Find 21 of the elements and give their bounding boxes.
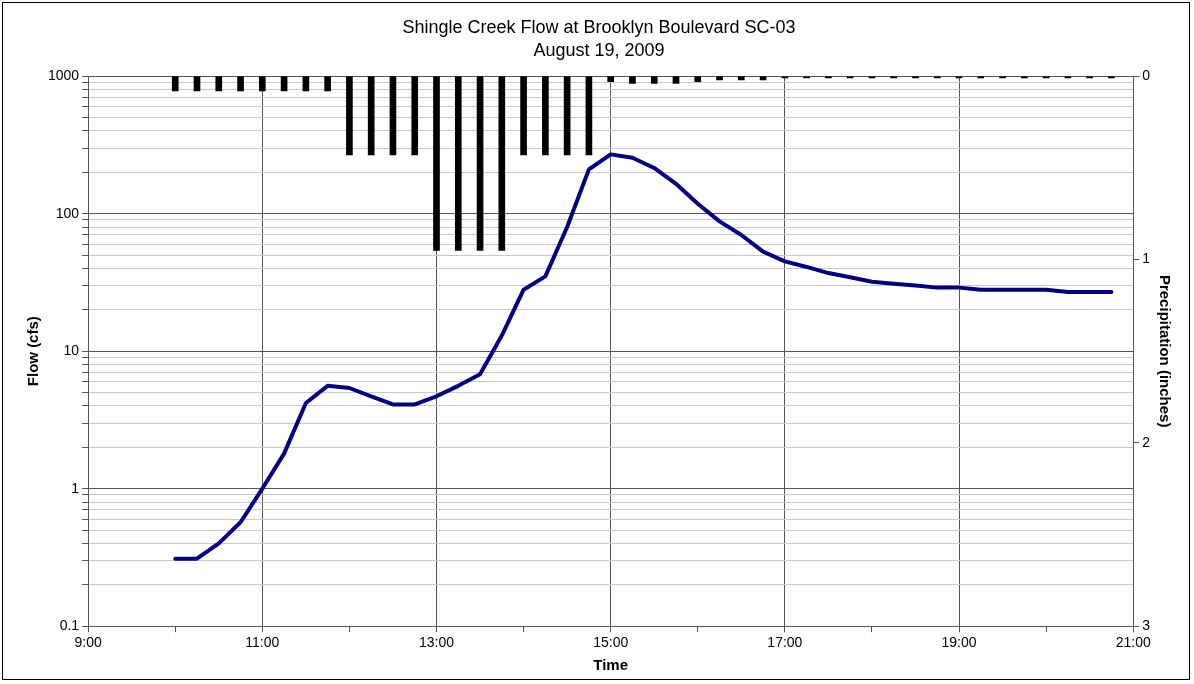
x-tick-label: 13:00 [418,634,455,651]
chart-title: Shingle Creek Flow at Brooklyn Boulevard SC-03 [402,16,796,37]
y-tick-label: 1 [71,479,80,496]
x-tick-label: 15:00 [593,634,629,651]
x-tick-label: 9:00 [74,634,102,651]
y-tick-label: 0.1 [59,617,80,634]
y2-tick-label: 3 [1142,617,1151,634]
y2-tick-label: 0 [1142,67,1151,84]
y2-tick-label: 1 [1142,250,1151,267]
y-axis-title: Flow (cfs) [24,316,42,387]
y-tick-label: 10 [63,342,80,359]
y-tick-label: 1000 [47,67,80,84]
x-tick-label: 19:00 [941,634,977,651]
x-tick-label: 11:00 [245,634,280,651]
y2-tick-label: 2 [1142,433,1151,450]
y-tick-label: 100 [55,204,80,221]
x-tick-label: 17:00 [767,634,803,651]
x-tick-label: 21:00 [1115,634,1151,651]
chart-subtitle: August 19, 2009 [533,40,665,61]
y2-axis-title: Precipitation (inches) [1156,274,1174,428]
x-axis-title: Time [593,656,629,674]
